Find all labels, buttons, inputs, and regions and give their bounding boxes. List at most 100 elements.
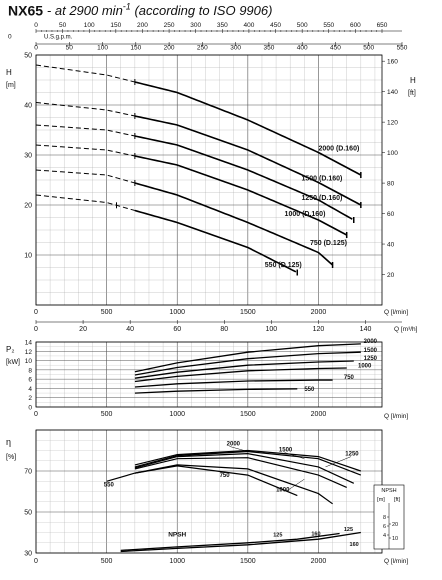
q-m3h-tick-label: 60 (173, 326, 181, 333)
q-lmin-tick-label: 1000 (169, 558, 185, 565)
power-tick-label: 6 (28, 377, 32, 384)
eff-curve-label: 550 (104, 482, 115, 488)
power-axis-label: P₂ (6, 345, 14, 354)
q-m3h-tick-label: 120 (313, 326, 325, 333)
npsh-m-tick-label: 8 (383, 515, 386, 521)
q-lmin-tick-label: 1500 (240, 411, 256, 418)
head-curve-dashed (35, 102, 136, 117)
power-tick-label: 0 (28, 405, 32, 412)
imp-gpm-tick-label: 50 (66, 45, 74, 52)
eff-leader-line (284, 452, 305, 459)
us-gpm-tick-label: 650 (377, 22, 388, 29)
head-curve-label: 2000 (D.160) (318, 146, 359, 153)
power-curve-label: 1250 (364, 356, 378, 362)
power-curve (134, 343, 361, 373)
head-curve (134, 81, 362, 176)
power-tick-label: 12 (25, 349, 33, 356)
us-gpm-tick-label: 100 (84, 22, 95, 29)
head-curve-dashed (35, 64, 136, 83)
head-curve (134, 115, 362, 206)
eff-curve (134, 457, 347, 488)
head-curve (134, 135, 353, 220)
npsh-size-label: 125 (344, 527, 353, 533)
power-tick-label: 14 (25, 340, 33, 347)
imp-gpm-tick-label: 0 (34, 45, 38, 52)
eff-tick-label: 50 (24, 510, 32, 517)
us-gpm-label: U.S.g.p.m. (44, 35, 73, 41)
head-right-tick-label: 40 (387, 242, 395, 249)
q-lmin-tick-label: 2000 (311, 411, 327, 418)
q-lmin-axis-label: Q [l/min] (384, 558, 408, 565)
head-right-axis-unit: [ft] (408, 90, 416, 97)
q-lmin-tick-label: 1500 (240, 558, 256, 565)
head-curve-label: 1000 (D.160) (285, 211, 326, 218)
q-lmin-tick-label: 1000 (169, 411, 185, 418)
us-gpm-zero: 0 (8, 34, 12, 41)
q-m3h-tick-label: 0 (34, 326, 38, 333)
imp-gpm-tick-label: 550 (397, 45, 408, 52)
pump-speed: - at 2900 min-1 (according to ISO 9906) (46, 2, 273, 19)
eff-axis-unit: [%] (6, 454, 16, 461)
head-curve-label: 750 (D.125) (310, 240, 347, 247)
npsh-curve-label: NPSH (168, 532, 186, 539)
imp-gpm-tick-label: 400 (297, 45, 308, 52)
head-curve-label: 550 (D.125) (265, 262, 302, 269)
q-lmin-tick-label: 1000 (169, 309, 185, 316)
eff-curve (134, 452, 355, 484)
head-right-tick-label: 140 (387, 89, 398, 96)
us-gpm-tick-label: 450 (270, 22, 281, 29)
eff-tick-label: 70 (24, 469, 32, 476)
head-right-tick-label: 100 (387, 150, 398, 157)
npsh-size-label: 160 (350, 542, 359, 548)
power-curve (134, 367, 347, 383)
npsh-size-label: 160 (311, 532, 320, 538)
eff-leader-line (229, 446, 248, 452)
q-lmin-tick-label: 0 (34, 411, 38, 418)
head-curve (134, 182, 334, 266)
power-curve (134, 351, 361, 376)
npsh-size-label: 125 (273, 533, 282, 539)
us-gpm-tick-label: 150 (110, 22, 121, 29)
head-curve-dashed (35, 169, 136, 184)
imp-gpm-tick-label: 200 (164, 45, 175, 52)
eff-curve (106, 465, 298, 497)
eff-leader-line (287, 478, 305, 491)
power-plot-frame (35, 341, 383, 408)
imp-gpm-tick-label: 150 (130, 45, 141, 52)
head-right-tick-label: 160 (387, 59, 398, 66)
us-gpm-tick-label: 550 (323, 22, 334, 29)
head-curve-dashed (35, 194, 136, 211)
npsh-m-tick-label: 4 (383, 533, 386, 539)
npsh-curve (120, 532, 340, 552)
head-curve-dashed (35, 144, 136, 157)
head-curve-dashed (35, 124, 136, 137)
us-gpm-tick-label: 0 (34, 22, 38, 29)
imp-gpm-tick-label: 500 (363, 45, 374, 52)
us-gpm-tick-label: 250 (164, 22, 175, 29)
head-left-tick-label: 40 (24, 103, 32, 110)
eff-curve (134, 449, 361, 472)
power-curve (134, 379, 333, 388)
eff-curve-label: 750 (220, 473, 231, 479)
npsh-ft-tick-label: 10 (392, 536, 398, 542)
head-curve-label: 1500 (D.160) (302, 176, 343, 183)
eff-curve-label: 2000 (227, 441, 241, 447)
power-axis-unit: [kW] (6, 359, 20, 366)
q-lmin-axis-label: Q [l/min] (384, 309, 408, 316)
us-gpm-tick-label: 500 (297, 22, 308, 29)
q-lmin-tick-label: 0 (34, 558, 38, 565)
npsh-curve (120, 531, 361, 553)
head-right-tick-label: 60 (387, 211, 395, 218)
power-tick-label: 4 (28, 386, 32, 393)
us-gpm-tick-label: 50 (59, 22, 67, 29)
imp-gpm-tick-label: 300 (230, 45, 241, 52)
q-lmin-tick-label: 500 (101, 558, 113, 565)
head-left-tick-label: 20 (24, 203, 32, 210)
head-curve-label: 1250 (D.160) (302, 195, 343, 202)
head-right-axis-label: H (410, 76, 416, 85)
q-m3h-tick-label: 80 (220, 326, 228, 333)
q-lmin-tick-label: 500 (101, 309, 113, 316)
q-m3h-axis-label: Q [m³/h] (394, 326, 418, 333)
eff-leader-line (325, 456, 352, 468)
imp-gpm-tick-label: 250 (197, 45, 208, 52)
